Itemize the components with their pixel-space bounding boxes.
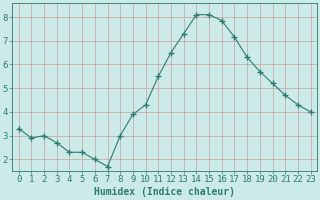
X-axis label: Humidex (Indice chaleur): Humidex (Indice chaleur) [94,187,235,197]
